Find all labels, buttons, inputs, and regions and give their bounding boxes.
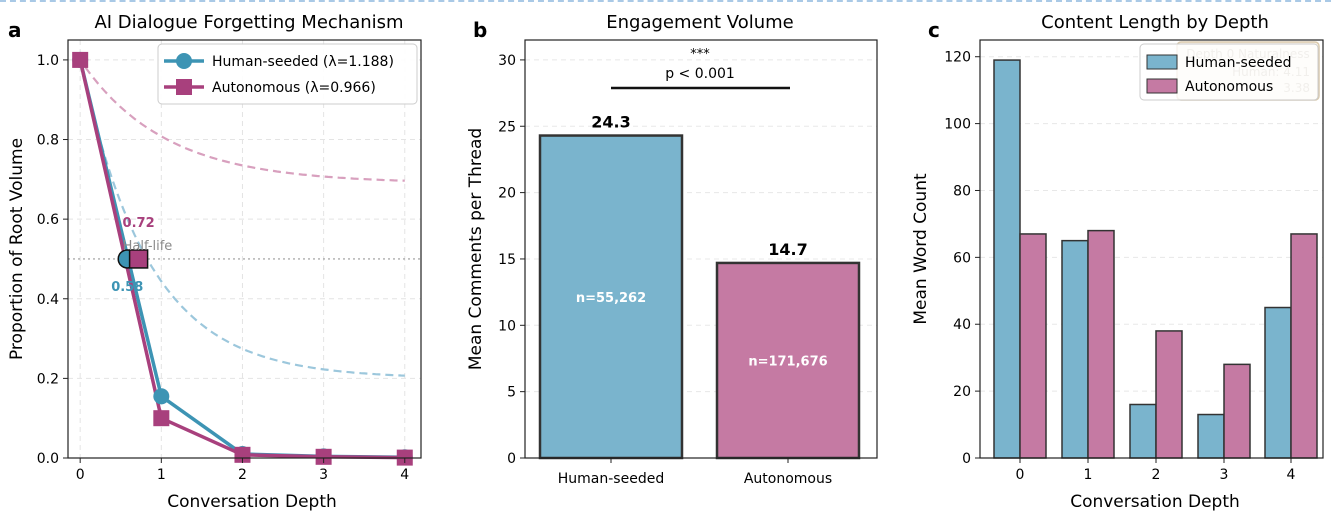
legend-label-human-seeded: Human-seeded: [1185, 55, 1291, 71]
y-tick-label: 1.0: [37, 53, 59, 69]
x-tick-label: 2: [238, 467, 247, 483]
x-tick-label: 0: [76, 467, 85, 483]
y-tick-label: 0.0: [37, 451, 59, 467]
bar-autonomous-depth-0: [1019, 233, 1047, 459]
y-tick-label: 10: [498, 318, 516, 334]
panel-a-xlabel: Conversation Depth: [167, 492, 337, 512]
y-tick-label: 40: [953, 317, 971, 333]
x-tick-label: 4: [400, 467, 409, 483]
y-tick-label: 0: [507, 451, 516, 467]
half-life-human-value: 0.58: [111, 280, 143, 295]
y-tick-label: 0.6: [37, 212, 59, 228]
legend-label-human-seeded: Human-seeded (λ=1.188): [212, 54, 394, 70]
y-tick-label: 0.2: [37, 371, 59, 387]
y-tick-label: 30: [498, 53, 516, 69]
human-seeded-point: [153, 388, 170, 405]
bar-human-seeded-depth-0: [993, 59, 1021, 459]
panel-a: a AI Dialogue Forgetting Mechanism Conve…: [7, 12, 422, 512]
panel-c-legend: Human-seeded Autonomous: [1139, 43, 1319, 101]
bar-autonomous-depth-2: [1155, 330, 1183, 459]
bar-autonomous: [715, 261, 861, 460]
autonomous-point: [72, 51, 89, 68]
bar-human-seeded-depth-1: [1061, 239, 1089, 459]
panel-c-title: Content Length by Depth: [1041, 12, 1269, 33]
fit-curve-0: [76, 58, 405, 377]
y-tick-label: 20: [953, 384, 971, 400]
fit-curve-1: [76, 58, 405, 182]
autonomous-point: [234, 446, 251, 463]
x-tick-label: 2: [1152, 467, 1161, 483]
y-tick-label: 0.8: [37, 133, 59, 149]
x-tick-label-autonomous: Autonomous: [744, 471, 832, 487]
autonomous-point: [315, 448, 332, 465]
significance-stars: ***: [690, 47, 710, 62]
y-tick-label: 15: [498, 252, 516, 268]
panel-a-legend: Human-seeded (λ=1.188) Autonomous (λ=0.96…: [157, 43, 418, 105]
panel-c-letter: c: [928, 18, 940, 42]
autonomous-point: [153, 410, 170, 427]
bar-human-seeded: [538, 134, 684, 460]
panel-c-xlabel: Conversation Depth: [1070, 492, 1240, 512]
y-tick-label: 20: [498, 186, 516, 202]
x-tick-label: 4: [1287, 467, 1296, 483]
legend-swatch-autonomous: [1146, 78, 1178, 94]
x-tick-label: 3: [319, 467, 328, 483]
significance-pvalue: p < 0.001: [665, 66, 735, 82]
panel-b-letter: b: [473, 18, 487, 42]
bar-human-seeded-depth-3: [1197, 413, 1225, 459]
panel-a-letter: a: [8, 18, 22, 42]
bar-n-label-human-seeded: n=55,262: [576, 291, 646, 306]
legend-marker-autonomous: [176, 79, 192, 95]
y-tick-label: 5: [507, 385, 516, 401]
legend-label-autonomous: Autonomous (λ=0.966): [212, 80, 376, 96]
panel-b-title: Engagement Volume: [606, 12, 793, 33]
y-tick-label: 80: [953, 183, 971, 199]
x-tick-label: 0: [1016, 467, 1025, 483]
y-tick-label: 100: [944, 117, 971, 133]
bar-autonomous-depth-1: [1087, 229, 1115, 459]
bar-n-label-autonomous: n=171,676: [748, 354, 827, 369]
panel-a-axes-frame: [67, 39, 422, 459]
legend-marker-human-seeded: [176, 53, 192, 69]
bar-value-label-human-seeded: 24.3: [591, 113, 630, 132]
panel-b: b Engagement Volume Mean Comments per Th…: [466, 12, 878, 487]
panel-a-ylabel: Proportion of Root Volume: [7, 138, 27, 360]
x-tick-label: 1: [157, 467, 166, 483]
bar-autonomous-depth-4: [1290, 233, 1318, 459]
y-tick-label: 60: [953, 250, 971, 266]
x-tick-label-human-seeded: Human-seeded: [558, 471, 664, 487]
x-tick-label: 1: [1084, 467, 1093, 483]
half-life-label: Half-life: [123, 239, 173, 254]
panel-a-title: AI Dialogue Forgetting Mechanism: [94, 12, 403, 33]
top-dashed-divider: [0, 0, 1331, 2]
legend-swatch-human-seeded: [1146, 54, 1178, 70]
panel-c: c Content Length by Depth Conversation D…: [911, 12, 1324, 512]
bar-human-seeded-depth-2: [1129, 403, 1157, 459]
panel-c-ylabel: Mean Word Count: [911, 173, 931, 325]
panel-b-ylabel: Mean Comments per Thread: [466, 128, 486, 370]
y-tick-label: 0: [962, 451, 971, 467]
legend-label-autonomous: Autonomous: [1185, 79, 1273, 95]
panel-b-axes-frame: [524, 39, 878, 459]
panel-c-axes-frame: [979, 39, 1324, 459]
y-tick-label: 120: [944, 50, 971, 66]
x-tick-label: 3: [1220, 467, 1229, 483]
legend-box: [157, 43, 418, 105]
bar-value-label-autonomous: 14.7: [768, 240, 807, 259]
y-tick-label: 0.4: [37, 292, 59, 308]
half-life-autonomous-value: 0.72: [123, 216, 155, 231]
bar-human-seeded-depth-4: [1264, 306, 1292, 459]
bar-autonomous-depth-3: [1223, 363, 1251, 459]
half-life-autonomous-marker: [128, 249, 149, 269]
legend-box: [1139, 43, 1319, 101]
y-tick-label: 25: [498, 119, 516, 135]
